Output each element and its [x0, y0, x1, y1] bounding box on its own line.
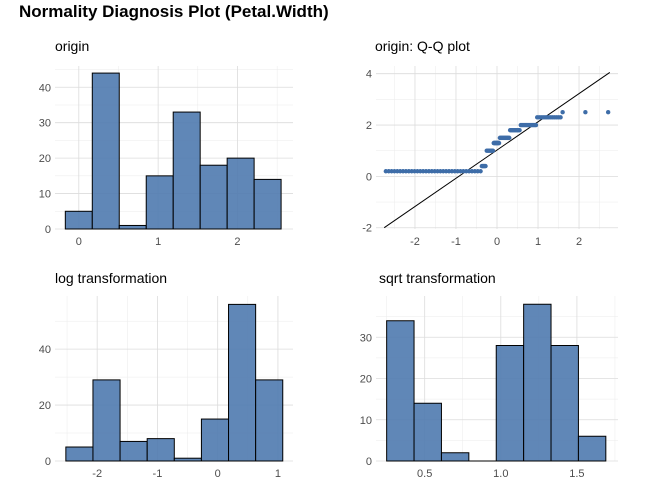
histogram-bar — [65, 446, 94, 462]
panel-title: log transformation — [55, 270, 167, 286]
y-tick-label: 20 — [39, 400, 51, 412]
histogram-bar — [64, 210, 93, 230]
histogram-bar — [577, 435, 607, 462]
histogram-bars — [64, 72, 282, 230]
x-tick-label: 2 — [576, 236, 582, 248]
y-tick-label: 30 — [360, 332, 372, 344]
x-tick-label: 0 — [494, 236, 500, 248]
histogram-bar — [119, 440, 148, 462]
y-tick-label: 4 — [366, 69, 372, 81]
x-tick-label: 1.5 — [569, 468, 584, 480]
y-tick-label: 0 — [45, 456, 51, 468]
y-tick-label: 40 — [39, 344, 51, 356]
x-tick-label: 0 — [215, 468, 221, 480]
qq-point — [507, 135, 512, 141]
x-tick-label: -1 — [451, 236, 461, 248]
y-tick-label: -2 — [362, 223, 372, 235]
qq-reference-line — [383, 72, 611, 229]
x-tick-label: 1 — [535, 236, 541, 248]
qq-point — [478, 169, 483, 174]
histogram-bar — [440, 452, 470, 462]
qq-point — [583, 110, 588, 115]
y-tick-label: 20 — [360, 374, 372, 386]
qq-point — [605, 110, 611, 115]
histogram-bar — [386, 320, 415, 462]
histogram-bar — [118, 224, 147, 230]
histogram-bar — [173, 457, 202, 462]
histogram-bar — [413, 402, 442, 462]
x-tick-label: -1 — [153, 468, 163, 480]
grid-lines — [376, 66, 618, 229]
y-tick-label: 10 — [360, 415, 372, 427]
histogram-bar — [200, 418, 230, 462]
x-tick-label: 0 — [76, 236, 82, 248]
x-tick-label: -2 — [410, 236, 420, 248]
qq-point — [560, 110, 565, 115]
histogram-bar — [172, 111, 201, 230]
figure-title: Normality Diagnosis Plot (Petal.Width) — [19, 2, 329, 21]
histogram-bar — [91, 72, 120, 230]
y-tick-label: 0 — [366, 456, 372, 468]
qq-point — [490, 148, 496, 153]
qq-point — [483, 163, 488, 169]
histogram-bars — [386, 303, 607, 462]
histogram-bar — [146, 438, 175, 462]
qq-point — [517, 127, 522, 133]
y-tick-label: 0 — [366, 171, 372, 183]
panel-sqrt-histogram: sqrt transformation 0.5 1.0 1.5 0 10 20 30 — [360, 270, 618, 480]
x-tick-label: -2 — [92, 468, 102, 480]
y-tick-label: 2 — [366, 120, 372, 132]
qq-points — [383, 110, 611, 174]
panel-qq-plot: origin: Q-Q plot -2 -1 0 1 2 -2 0 2 4 — [362, 38, 618, 248]
qq-point — [558, 115, 563, 120]
histogram-bar — [228, 303, 257, 462]
histogram-bar — [226, 157, 255, 230]
x-tick-label: 1 — [275, 468, 281, 480]
panel-title: sqrt transformation — [379, 270, 496, 286]
x-tick-label: 1.0 — [493, 468, 508, 480]
qq-point — [533, 122, 539, 128]
y-tick-label: 30 — [39, 118, 51, 130]
histogram-bar — [550, 345, 579, 462]
histogram-bar — [253, 178, 282, 230]
histogram-bar — [523, 303, 552, 462]
histogram-bar — [495, 345, 525, 462]
x-tick-label: 2 — [234, 236, 240, 248]
y-tick-label: 40 — [39, 82, 51, 94]
panel-title: origin — [55, 38, 89, 54]
histogram-bar — [92, 379, 121, 462]
histogram-bar — [199, 164, 228, 230]
y-tick-label: 20 — [39, 153, 51, 165]
histogram-bar — [145, 175, 174, 230]
panel-title: origin: Q-Q plot — [375, 38, 470, 54]
x-tick-label: 1 — [155, 236, 161, 248]
x-tick-label: 0.5 — [417, 468, 432, 480]
qq-point — [496, 140, 502, 146]
y-tick-label: 10 — [39, 189, 51, 201]
histogram-bar — [255, 379, 284, 462]
histogram-bars — [65, 303, 284, 462]
y-tick-label: 0 — [45, 224, 51, 236]
